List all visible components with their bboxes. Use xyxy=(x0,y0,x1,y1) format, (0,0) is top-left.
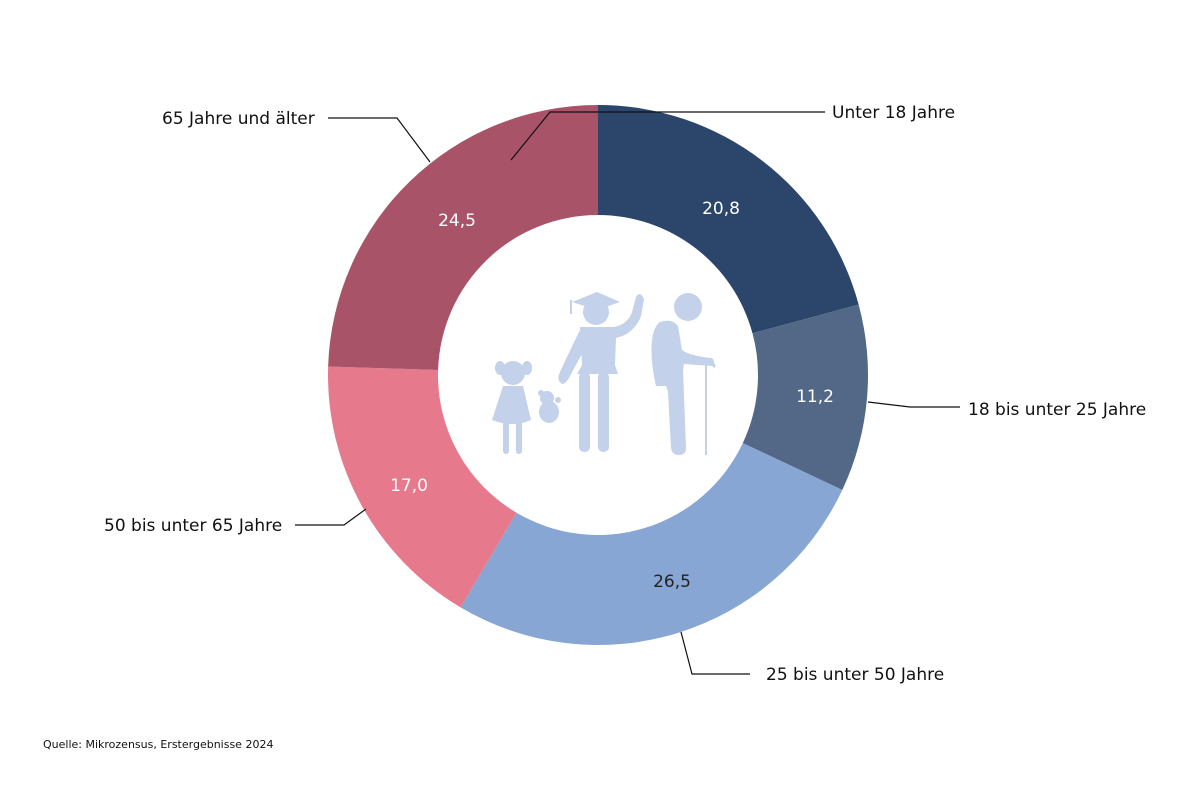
value-label: 11,2 xyxy=(796,387,834,407)
leader-line xyxy=(510,111,825,161)
donut-slice xyxy=(460,443,843,645)
value-labels: 20,8 11,2 26,5 17,0 24,5 xyxy=(390,199,834,592)
leader-lines xyxy=(295,111,960,675)
value-label: 20,8 xyxy=(702,199,740,219)
family-generations-icon xyxy=(492,292,716,455)
donut-slice xyxy=(742,304,868,490)
category-label: Unter 18 Jahre xyxy=(832,103,955,123)
category-label: 65 Jahre und älter xyxy=(162,109,315,129)
value-label: 17,0 xyxy=(390,476,428,496)
child-figure-icon xyxy=(492,361,561,454)
leader-line xyxy=(295,508,367,526)
donut-slice xyxy=(328,366,517,608)
category-label: 18 bis unter 25 Jahre xyxy=(968,400,1146,420)
leader-line xyxy=(867,401,960,408)
graduate-figure-icon xyxy=(558,292,644,452)
category-label: 25 bis unter 50 Jahre xyxy=(766,665,944,685)
donut-slice xyxy=(328,105,598,370)
source-note: Quelle: Mikrozensus, Erstergebnisse 2024 xyxy=(43,738,274,751)
leader-line xyxy=(328,117,431,163)
elderly-figure-icon xyxy=(651,293,716,455)
value-label: 26,5 xyxy=(653,572,691,592)
value-label: 24,5 xyxy=(438,211,476,231)
donut-slices xyxy=(328,105,868,645)
leader-line xyxy=(680,631,750,675)
category-labels: Unter 18 Jahre 18 bis unter 25 Jahre 25 bi… xyxy=(104,103,1146,685)
category-label: 50 bis unter 65 Jahre xyxy=(104,516,282,536)
donut-slice xyxy=(598,105,859,334)
